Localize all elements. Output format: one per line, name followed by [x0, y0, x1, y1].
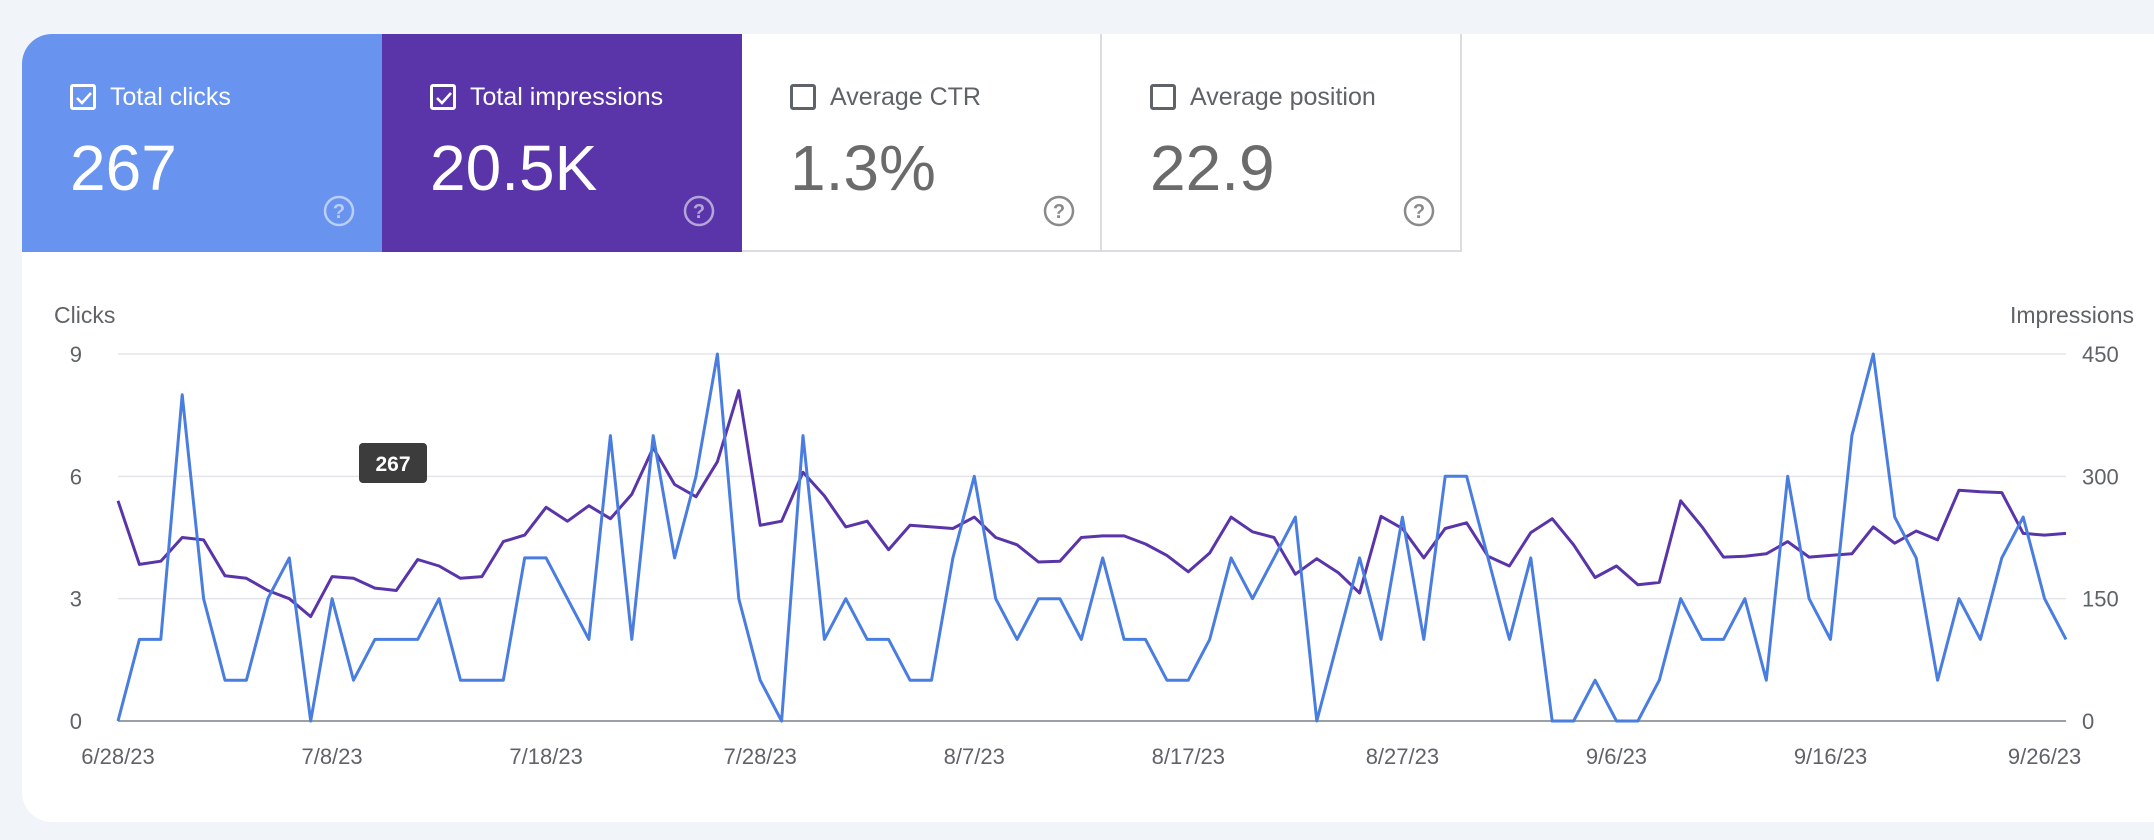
checkbox-icon[interactable] — [70, 84, 96, 110]
x-tick-label: 7/28/23 — [723, 744, 796, 769]
checkbox-icon[interactable] — [1150, 84, 1176, 110]
metric-label: Average position — [1190, 83, 1376, 111]
metric-label: Total clicks — [110, 83, 231, 111]
series-line-impressions — [116, 389, 2067, 619]
tooltip — [359, 443, 427, 483]
x-tick-label: 9/26/23 — [2008, 744, 2081, 769]
x-tick-label: 8/27/23 — [1366, 744, 1439, 769]
metric-total-impressions[interactable]: Total impressions 20.5K ? — [382, 34, 742, 252]
y-tick-left: 3 — [70, 587, 82, 612]
y-tick-right: 450 — [2082, 342, 2119, 367]
metric-label: Total impressions — [470, 83, 664, 111]
y-tick-right: 0 — [2082, 709, 2094, 734]
y-axis-title-left: Clicks — [54, 302, 115, 328]
y-tick-left: 6 — [70, 464, 82, 489]
x-tick-label: 8/7/23 — [944, 744, 1005, 769]
x-tick-label: 9/16/23 — [1794, 744, 1867, 769]
metric-value: 267 — [70, 132, 177, 204]
x-tick-label: 8/17/23 — [1152, 744, 1225, 769]
metric-value: 22.9 — [1150, 132, 1275, 204]
x-tick-label: 9/6/23 — [1586, 744, 1647, 769]
series-line-clicks — [116, 352, 2068, 723]
help-circle-icon[interactable]: ? — [1042, 194, 1076, 228]
metric-average-position[interactable]: Average position 22.9 ? — [1102, 34, 1462, 252]
svg-text:?: ? — [1053, 201, 1065, 223]
metric-total-clicks[interactable]: Total clicks 267 ? — [22, 34, 382, 252]
x-tick-label: 6/28/23 — [81, 744, 154, 769]
performance-card: 0 3 6 9 0 150 300 450 Clicks Impressions 6/28/23 7/… — [22, 34, 2154, 822]
svg-text:?: ? — [1413, 201, 1425, 223]
svg-text:?: ? — [693, 201, 705, 223]
metric-value: 1.3% — [790, 132, 936, 204]
x-tick-label: 7/18/23 — [509, 744, 582, 769]
checkbox-icon[interactable] — [430, 84, 456, 110]
metric-value: 20.5K — [430, 132, 598, 204]
help-circle-icon[interactable]: ? — [1402, 194, 1436, 228]
svg-text:?: ? — [333, 201, 345, 223]
metric-tabs: Total clicks 267 ? Total impressions 20.… — [22, 34, 1462, 252]
tooltip-text: 267 — [375, 453, 410, 476]
help-circle-icon[interactable]: ? — [682, 194, 716, 228]
y-tick-right: 150 — [2082, 587, 2119, 612]
y-tick-left: 0 — [70, 709, 82, 734]
metric-label: Average CTR — [830, 83, 981, 111]
y-tick-right: 300 — [2082, 464, 2119, 489]
y-axis-title-right: Impressions — [2010, 302, 2134, 328]
x-tick-label: 7/8/23 — [301, 744, 362, 769]
metric-average-ctr[interactable]: Average CTR 1.3% ? — [742, 34, 1102, 252]
help-circle-icon[interactable]: ? — [322, 194, 356, 228]
checkbox-icon[interactable] — [790, 84, 816, 110]
performance-chart: 0 3 6 9 0 150 300 450 Clicks Impressions 6/28/23 7/… — [54, 302, 2134, 769]
y-tick-left: 9 — [70, 342, 82, 367]
